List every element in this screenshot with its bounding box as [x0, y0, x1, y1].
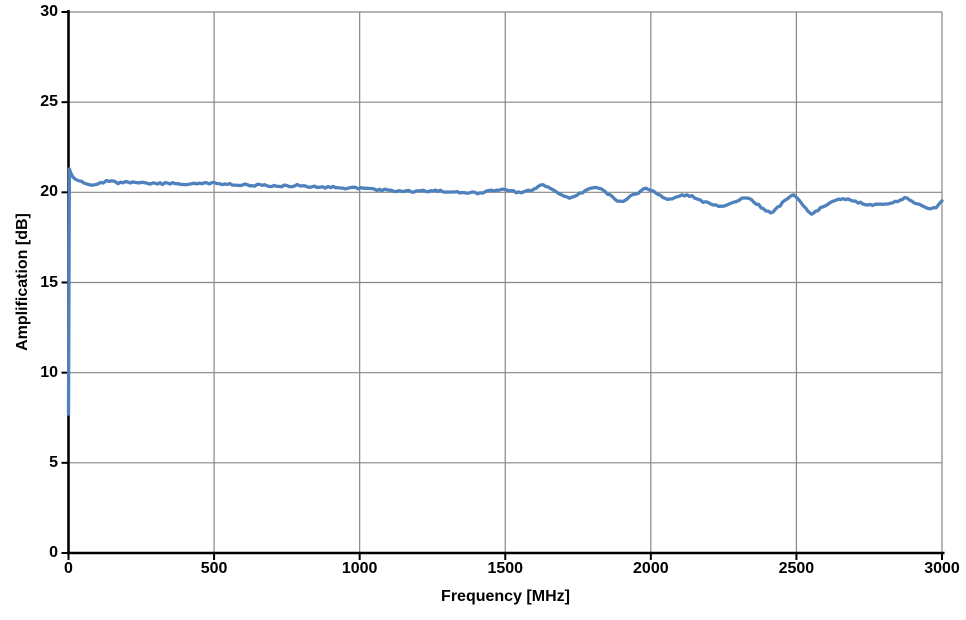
y-tick-label: 30 [40, 3, 58, 20]
x-tick-label: 1000 [341, 560, 378, 577]
x-tick-label: 2500 [778, 560, 815, 577]
y-tick-label: 25 [40, 93, 58, 111]
y-tick-label: 15 [40, 273, 58, 291]
x-tick-label: 2000 [633, 560, 669, 577]
y-tick-label: 10 [40, 363, 58, 381]
x-tick-label: 3000 [924, 560, 960, 577]
x-tick-label: 500 [200, 560, 228, 577]
y-tick-label: 0 [49, 544, 58, 561]
y-tick-label: 20 [40, 183, 58, 201]
y-axis-title: Amplification [dB] [14, 213, 31, 351]
y-tick-label: 5 [49, 453, 58, 471]
amplification-curve [66, 167, 944, 416]
x-tick-label: 0 [64, 560, 73, 577]
x-tick-label: 1500 [487, 560, 524, 577]
x-axis-title: Frequency [MHz] [441, 588, 570, 605]
